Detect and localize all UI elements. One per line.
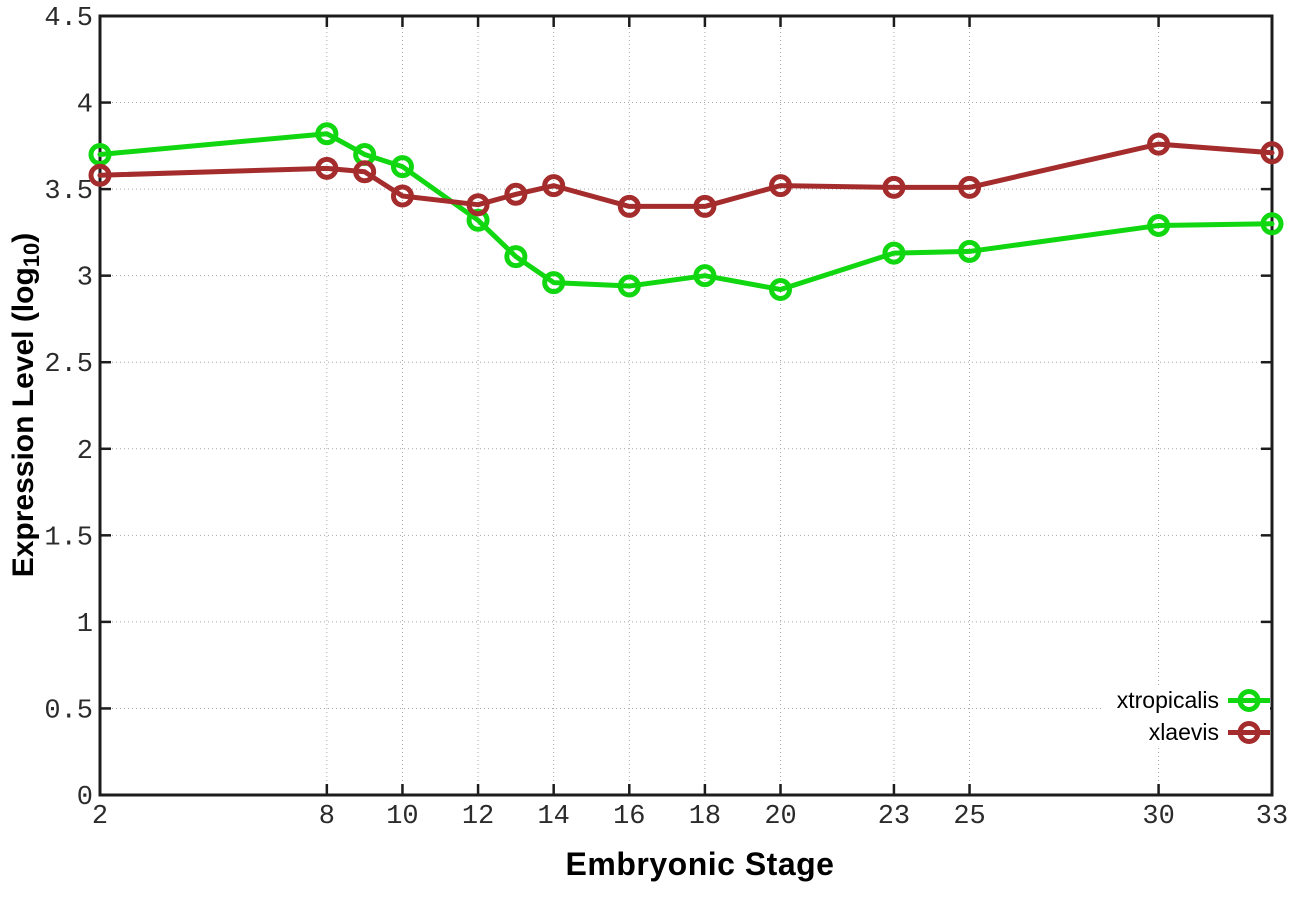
y-axis-title-suffix: ): [7, 232, 40, 243]
svg-text:2: 2: [92, 802, 108, 832]
series-xtropicalis-point: [504, 245, 528, 269]
series-xtropicalis-point: [390, 155, 414, 179]
legend: xtropicalis xlaevis: [1102, 685, 1270, 748]
series-xlaevis-point: [353, 160, 377, 184]
svg-text:25: 25: [953, 802, 985, 832]
svg-text:18: 18: [689, 802, 721, 832]
series-xlaevis-point: [466, 193, 490, 217]
series-xlaevis-point: [504, 182, 528, 206]
series-xlaevis-point: [542, 174, 566, 198]
series-xtropicalis: [88, 122, 1284, 302]
svg-text:14: 14: [537, 802, 569, 832]
svg-text:3: 3: [77, 264, 93, 294]
svg-text:4: 4: [77, 91, 93, 121]
svg-text:1: 1: [77, 610, 93, 640]
series-xtropicalis-point: [1147, 213, 1171, 237]
svg-text:33: 33: [1256, 802, 1288, 832]
series-xtropicalis-point: [542, 271, 566, 295]
svg-text:2: 2: [77, 437, 93, 467]
legend-marker-line-icon: [1228, 689, 1270, 712]
series-xlaevis-line: [97, 141, 1275, 209]
x-tick-labels: 2 8 10 12 14 16 18 20 23 25 30 33: [92, 802, 1288, 832]
legend-item-xlaevis: xlaevis: [1116, 717, 1270, 748]
series-xlaevis-point: [769, 174, 793, 198]
legend-label: xtropicalis: [1116, 687, 1219, 713]
svg-text:0.5: 0.5: [44, 696, 93, 726]
tick-marks: [98, 14, 1274, 797]
series-xtropicalis-point: [617, 274, 641, 298]
series-xtropicalis-point: [88, 142, 112, 166]
y-axis-title-text: Expression Level (log: [7, 267, 40, 578]
series-xtropicalis-point: [882, 241, 906, 265]
legend-label: xlaevis: [1148, 719, 1219, 745]
series-xlaevis-point: [958, 175, 982, 199]
y-axis-title: Expression Level (log10): [7, 5, 44, 805]
svg-text:23: 23: [878, 802, 910, 832]
y-tick-labels: 0 0.5 1 1.5 2 2.5 3 3.5 4 4.5: [44, 4, 93, 813]
series-xlaevis-point: [390, 184, 414, 208]
y-axis-title-subscript: 10: [19, 242, 44, 268]
x-axis-title: Embryonic Stage: [565, 846, 835, 882]
series-xlaevis-point: [617, 194, 641, 218]
svg-text:3.5: 3.5: [44, 177, 93, 207]
svg-text:0: 0: [77, 783, 93, 813]
series-xlaevis-point: [1147, 132, 1171, 156]
gridlines: [100, 16, 1272, 795]
svg-text:10: 10: [386, 802, 418, 832]
svg-text:1.5: 1.5: [44, 523, 93, 553]
svg-text:20: 20: [764, 802, 796, 832]
series-xlaevis: [88, 132, 1284, 218]
series-xlaevis-point: [1260, 141, 1284, 165]
legend-item-xtropicalis: xtropicalis: [1116, 685, 1270, 716]
series-xtropicalis-point: [769, 278, 793, 302]
svg-text:2.5: 2.5: [44, 350, 93, 380]
series-xlaevis-point: [882, 175, 906, 199]
series-xtropicalis-point: [315, 122, 339, 146]
series-xlaevis-point: [88, 163, 112, 187]
plot-border: [98, 14, 1274, 797]
svg-text:4.5: 4.5: [44, 4, 93, 34]
series-xtropicalis-point: [693, 264, 717, 288]
svg-text:16: 16: [613, 802, 645, 832]
series-xtropicalis-point: [1260, 212, 1284, 236]
svg-text:12: 12: [462, 802, 494, 832]
series-xlaevis-point: [693, 194, 717, 218]
series-xlaevis-point: [315, 156, 339, 180]
legend-marker-line-icon: [1228, 721, 1270, 744]
svg-text:8: 8: [319, 802, 335, 832]
series-xtropicalis-point: [958, 239, 982, 263]
svg-text:30: 30: [1142, 802, 1174, 832]
